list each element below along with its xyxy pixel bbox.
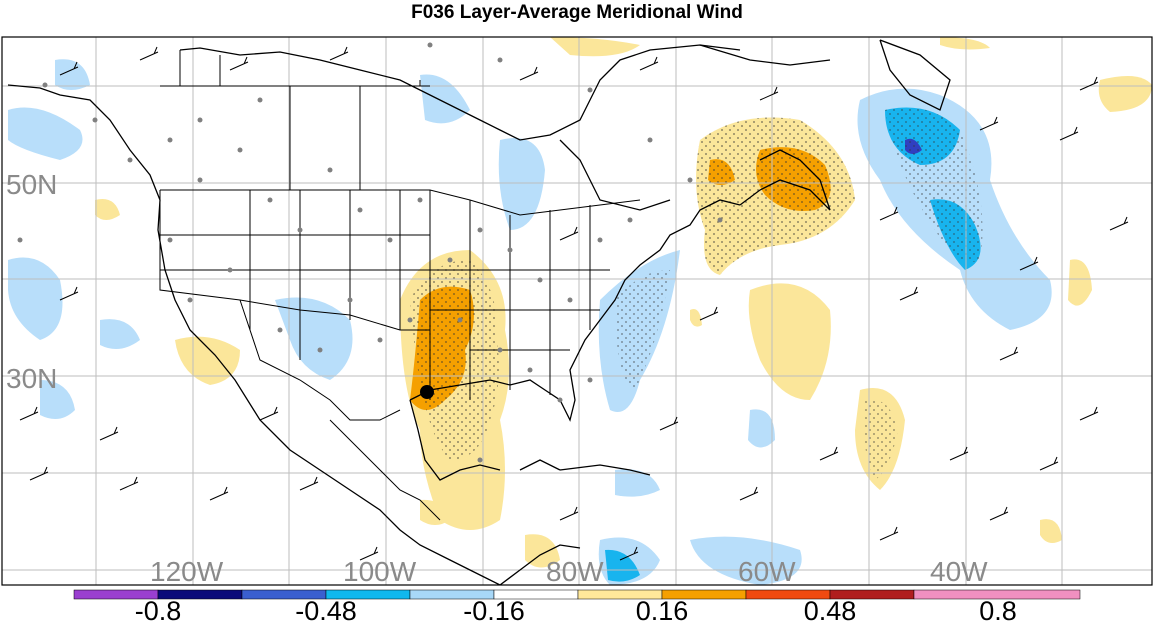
lat-label-50n: 50N — [6, 169, 57, 200]
lat-label-30n: 30N — [6, 363, 57, 394]
colorbar-label-0-16: 0.16 — [636, 596, 689, 622]
colorbar-label-0-8: 0.8 — [979, 596, 1017, 622]
longitude-labels: 120W 100W 80W 60W 40W — [150, 556, 988, 587]
colorbar-label-neg-0-48: -0.48 — [295, 596, 357, 622]
wind-barbs — [19, 46, 1129, 561]
lon-label-80w: 80W — [546, 556, 604, 587]
coastlines — [7, 39, 951, 585]
map-title: F036 Layer-Average Meridional Wind — [411, 2, 743, 23]
station-dots — [17, 42, 723, 463]
colorbar-label-0-48: 0.48 — [804, 596, 857, 622]
colorbar: -0.8 -0.48 -0.16 0.16 0.48 0.8 — [73, 589, 1081, 622]
lon-label-100w: 100W — [343, 556, 417, 587]
colorbar-label-neg-0-8: -0.8 — [135, 596, 182, 622]
map-frame — [1, 36, 1153, 586]
lon-label-60w: 60W — [738, 556, 796, 587]
lon-label-40w: 40W — [930, 556, 988, 587]
latitude-labels: 50N 30N — [6, 169, 57, 394]
lon-label-120w: 120W — [150, 556, 224, 587]
colorbar-label-neg-0-16: -0.16 — [463, 596, 525, 622]
highlight-station-marker — [420, 385, 434, 399]
political-borders — [159, 50, 641, 521]
colorbar-swatch-10 — [913, 589, 1081, 600]
graticule — [2, 37, 1152, 585]
